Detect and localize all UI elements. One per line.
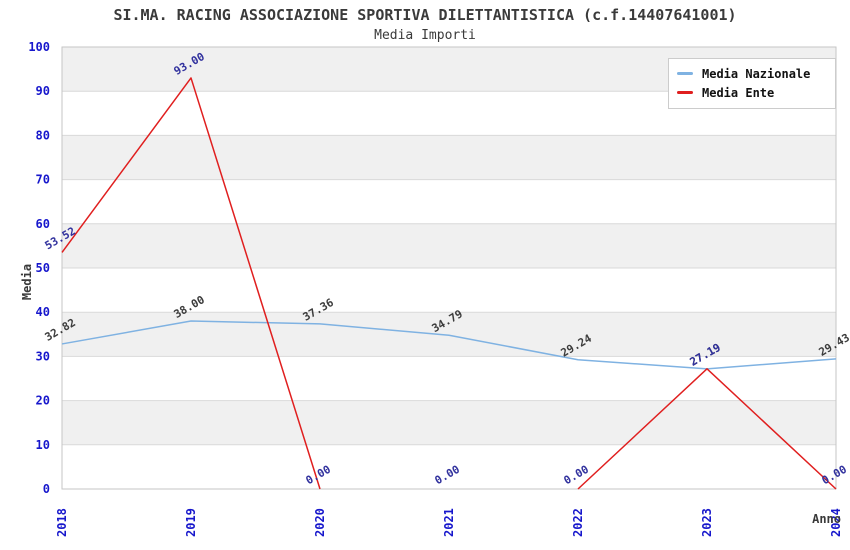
legend-item-media-ente: Media Ente <box>677 83 827 102</box>
series-line-media-ente <box>61 77 321 490</box>
plot-band <box>62 135 836 180</box>
plot-band <box>62 312 836 357</box>
y-tick-label: 20 <box>36 394 50 408</box>
y-tick-label: 70 <box>36 173 50 187</box>
x-tick-label: 2022 <box>571 508 585 537</box>
x-tick-label: 2021 <box>442 508 456 537</box>
y-tick-label: 0 <box>43 482 50 496</box>
y-tick-label: 30 <box>36 349 50 363</box>
y-tick-label: 100 <box>28 40 50 54</box>
chart-title: SI.MA. RACING ASSOCIAZIONE SPORTIVA DILE… <box>113 6 737 24</box>
x-tick-label: 2023 <box>700 508 714 537</box>
y-tick-label: 40 <box>36 305 50 319</box>
legend-swatch-media-nazionale-icon <box>677 72 693 75</box>
x-axis-title: Anno <box>812 512 841 526</box>
plot-band <box>62 356 836 401</box>
x-tick-label: 2019 <box>184 508 198 537</box>
plot-band <box>62 223 836 268</box>
legend-item-media-nazionale: Media Nazionale <box>677 64 827 83</box>
plot-band <box>62 179 836 224</box>
y-tick-label: 50 <box>36 261 50 275</box>
plot-border <box>61 46 837 490</box>
plot-band <box>62 444 836 489</box>
chart-subtitle: Media Importi <box>374 28 476 43</box>
series-line-media-ente <box>577 368 837 490</box>
legend-label-media-nazionale: Media Nazionale <box>702 66 811 81</box>
x-tick-label: 2018 <box>55 508 69 537</box>
plot-band <box>62 400 836 445</box>
x-tick-label: 2020 <box>313 508 327 537</box>
y-axis-title: Media <box>20 264 34 300</box>
legend-swatch-media-ente-icon <box>677 91 693 94</box>
plot-band <box>62 268 836 313</box>
y-tick-label: 60 <box>36 217 50 231</box>
y-tick-label: 80 <box>36 128 50 142</box>
y-tick-label: 90 <box>36 84 50 98</box>
legend-label-media-ente: Media Ente <box>702 85 775 100</box>
y-tick-label: 10 <box>36 438 50 452</box>
legend: Media Nazionale Media Ente <box>668 58 836 109</box>
x-tick-label: 2024 <box>829 508 843 537</box>
